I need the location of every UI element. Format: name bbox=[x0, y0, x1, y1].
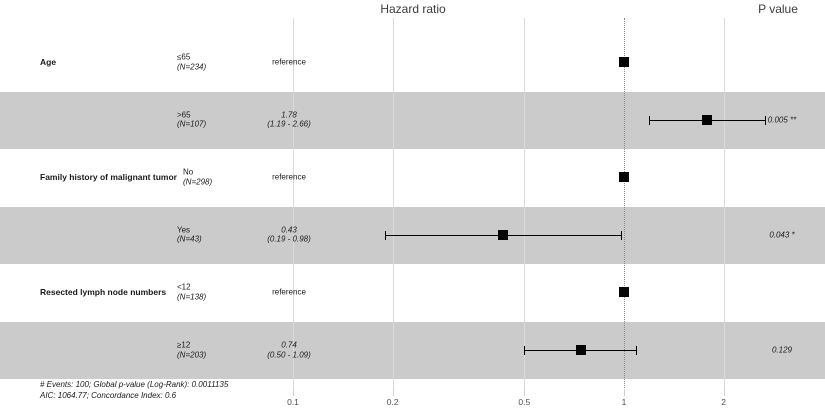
sample-size: (N=298) bbox=[183, 177, 213, 187]
variable-label: Age bbox=[40, 57, 57, 67]
sample-size: (N=234) bbox=[177, 62, 207, 71]
gridline bbox=[524, 18, 526, 396]
p-value: 0.005 ** bbox=[767, 115, 797, 125]
axis-tick-label: 2 bbox=[721, 397, 727, 407]
stats-line-1: # Events: 100; Global p-value (Log-Rank)… bbox=[40, 380, 229, 389]
estimate-label: 0.43 (0.19 - 0.98) bbox=[229, 225, 349, 244]
level-label: ≥12 (N=203) bbox=[177, 341, 206, 360]
point-estimate-marker bbox=[575, 345, 586, 355]
level-label: Yes (N=43) bbox=[177, 225, 202, 244]
point-estimate-marker bbox=[619, 172, 629, 183]
stats-line-2: AIC: 1064.77; Concordance Index: 0.6 bbox=[40, 391, 177, 400]
p-value: 0.129 bbox=[771, 345, 793, 355]
estimate-label: reference bbox=[229, 172, 349, 182]
point-estimate-marker bbox=[619, 57, 629, 67]
axis-tick-label: 0.2 bbox=[386, 397, 399, 407]
axis-tick-mark bbox=[723, 389, 725, 396]
estimate-label: 0.74 (0.50 - 1.09) bbox=[229, 341, 349, 360]
level-label: No (N=298) bbox=[183, 168, 212, 187]
confidence-interval: (1.19 - 2.66) bbox=[267, 119, 311, 129]
reference-text: reference bbox=[272, 172, 306, 182]
level-name: >65 bbox=[177, 110, 191, 120]
p-value: 0.043 * bbox=[769, 230, 795, 240]
axis-tick-mark bbox=[624, 389, 625, 396]
level-name: ≤65 bbox=[177, 52, 191, 62]
axis-tick-label: 1 bbox=[621, 397, 627, 407]
axis-tick-mark bbox=[392, 389, 394, 396]
level-name: ≥12 bbox=[177, 340, 191, 350]
level-name: Yes bbox=[177, 225, 191, 235]
axis-tick-label: 0.1 bbox=[287, 397, 299, 407]
confidence-interval: (0.50 - 1.09) bbox=[267, 350, 311, 359]
gridline bbox=[723, 18, 725, 396]
plot-title: Hazard ratio bbox=[380, 2, 446, 16]
point-estimate-marker bbox=[619, 287, 629, 298]
model-stats-footer: # Events: 100; Global p-value (Log-Rank)… bbox=[40, 379, 228, 401]
level-label: ≤65 (N=234) bbox=[177, 53, 206, 72]
estimate-label: 1.78 (1.19 - 2.66) bbox=[229, 110, 349, 129]
ci-cap-right bbox=[621, 230, 623, 240]
ci-cap-left bbox=[649, 115, 650, 125]
point-estimate-marker bbox=[497, 229, 508, 240]
sample-size: (N=138) bbox=[177, 292, 207, 302]
gridline bbox=[392, 18, 394, 396]
reference-text: reference bbox=[272, 57, 306, 67]
level-label: <12 (N=138) bbox=[177, 283, 206, 302]
level-label: >65 (N=107) bbox=[177, 110, 206, 129]
level-name: No bbox=[183, 167, 194, 177]
gridline bbox=[293, 18, 294, 396]
ci-cap-left bbox=[524, 346, 526, 355]
point-estimate-marker bbox=[701, 114, 712, 125]
axis-tick-mark bbox=[293, 389, 294, 396]
variable-label: Family history of malignant tumor bbox=[40, 172, 177, 183]
hazard-ratio-value: 0.43 bbox=[281, 225, 297, 235]
sample-size: (N=203) bbox=[177, 350, 207, 359]
confidence-interval: (0.19 - 0.98) bbox=[267, 234, 311, 244]
reference-text: reference bbox=[272, 287, 306, 297]
axis-tick-mark bbox=[524, 389, 526, 396]
estimate-label: reference bbox=[229, 288, 349, 298]
ci-cap-right bbox=[764, 115, 766, 125]
ci-cap-right bbox=[636, 346, 638, 355]
hazard-ratio-value: 1.78 bbox=[281, 110, 297, 120]
pvalue-column-title: P value bbox=[758, 2, 798, 16]
shaded-row-band bbox=[0, 322, 825, 379]
sample-size: (N=107) bbox=[177, 119, 207, 129]
ci-cap-left bbox=[385, 230, 387, 240]
estimate-label: reference bbox=[229, 57, 349, 67]
axis-tick-label: 0.5 bbox=[518, 397, 531, 407]
sample-size: (N=43) bbox=[177, 234, 202, 244]
hazard-ratio-value: 0.74 bbox=[281, 340, 297, 350]
variable-label: Resected lymph node numbers bbox=[40, 287, 167, 298]
reference-line bbox=[624, 18, 625, 396]
level-name: <12 bbox=[177, 282, 191, 292]
